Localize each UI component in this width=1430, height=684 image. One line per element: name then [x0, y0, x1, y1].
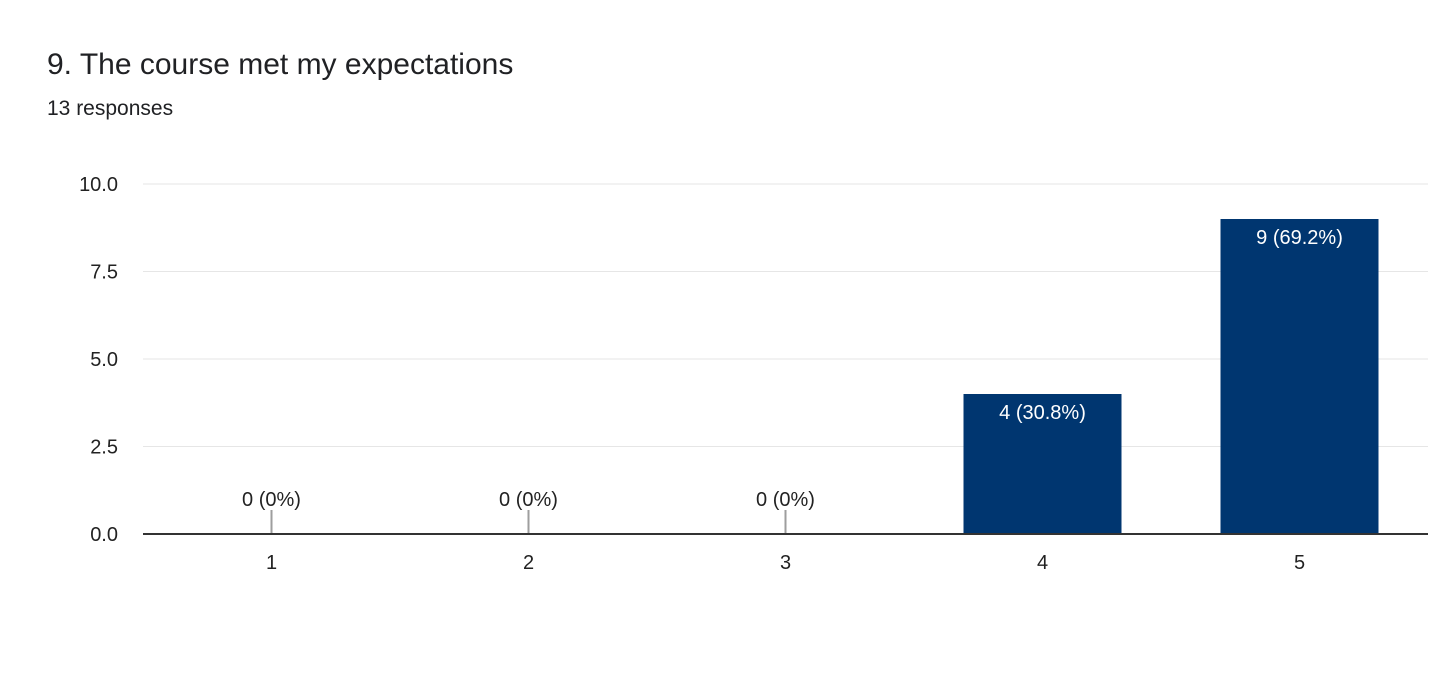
x-tick-label: 2: [523, 552, 534, 574]
bar: [1220, 219, 1379, 534]
x-tick-label: 1: [266, 552, 277, 574]
y-tick-label: 7.5: [90, 262, 118, 284]
x-tick-label: 3: [780, 552, 791, 574]
data-label: 4 (30.8%): [999, 402, 1086, 424]
y-tick-label: 2.5: [90, 437, 118, 459]
question-title: 9. The course met my expectations: [47, 48, 514, 81]
x-tick-label: 4: [1037, 552, 1048, 574]
data-label: 0 (0%): [499, 489, 558, 511]
y-tick-label: 10.0: [79, 174, 118, 196]
response-count: 13 responses: [47, 97, 174, 120]
x-tick-label: 5: [1294, 552, 1305, 574]
data-label: 0 (0%): [242, 489, 301, 511]
y-tick-label: 5.0: [90, 349, 118, 371]
y-tick-label: 0.0: [90, 524, 118, 546]
bar: [963, 394, 1122, 534]
data-label: 0 (0%): [756, 489, 815, 511]
data-label: 9 (69.2%): [1256, 227, 1343, 249]
